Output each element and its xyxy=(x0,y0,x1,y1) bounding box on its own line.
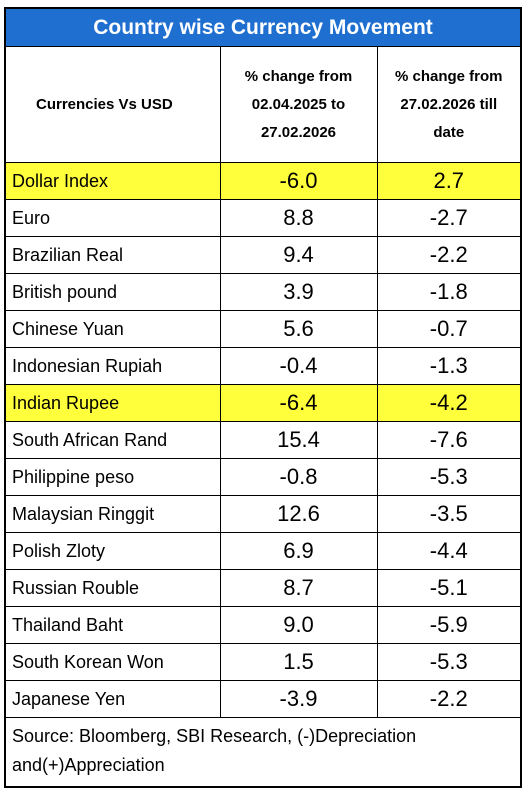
table-row: Euro 8.8 -2.7 xyxy=(6,199,520,237)
table-row: Japanese Yen -3.9 -2.2 xyxy=(6,680,520,718)
header-col2-line-2: 02.04.2025 to xyxy=(251,95,346,113)
change-period-1: -6.0 xyxy=(219,162,378,200)
change-period-1: 8.8 xyxy=(219,199,378,237)
currency-name: Thailand Baht xyxy=(6,606,221,644)
table-row: South African Rand 15.4 -7.6 xyxy=(6,421,520,459)
source-line-2: and(+)Appreciation xyxy=(12,755,165,775)
table-title: Country wise Currency Movement xyxy=(6,9,520,47)
change-period-1: 3.9 xyxy=(219,273,378,311)
currency-name: South African Rand xyxy=(6,421,221,459)
header-col3-line-3: date xyxy=(433,123,465,141)
source-line-1: Source: Bloomberg, SBI Research, (-)Depr… xyxy=(12,726,417,746)
currency-table: Currencies Vs USD % change from 02.04.20… xyxy=(6,47,520,718)
currency-name: Polish Zloty xyxy=(6,532,221,570)
change-period-2: -1.8 xyxy=(376,273,520,311)
currency-name: Japanese Yen xyxy=(6,680,221,718)
table-row: Thailand Baht 9.0 -5.9 xyxy=(6,606,520,644)
change-period-2: -5.3 xyxy=(376,458,520,496)
currency-name: Dollar Index xyxy=(6,162,221,200)
change-period-2: -2.2 xyxy=(376,236,520,274)
change-period-1: 12.6 xyxy=(219,495,378,533)
table-row: Brazilian Real 9.4 -2.2 xyxy=(6,236,520,274)
change-period-1: 5.6 xyxy=(219,310,378,348)
change-period-1: 8.7 xyxy=(219,569,378,607)
currency-table-container: Country wise Currency Movement Currencie… xyxy=(4,7,522,788)
table-row: Philippine peso -0.8 -5.3 xyxy=(6,458,520,496)
currency-name: Chinese Yuan xyxy=(6,310,221,348)
change-period-1: -0.4 xyxy=(219,347,378,385)
source-note: Source: Bloomberg, SBI Research, (-)Depr… xyxy=(6,718,520,786)
change-period-1: 1.5 xyxy=(219,643,378,681)
table-row: Chinese Yuan 5.6 -0.7 xyxy=(6,310,520,348)
change-period-2: -5.3 xyxy=(376,643,520,681)
change-period-2: 2.7 xyxy=(376,162,520,200)
currency-name: Russian Rouble xyxy=(6,569,221,607)
header-col3-line-1: % change from xyxy=(394,67,503,85)
currency-name: South Korean Won xyxy=(6,643,221,681)
table-row: Indonesian Rupiah -0.4 -1.3 xyxy=(6,347,520,385)
change-period-1: 15.4 xyxy=(219,421,378,459)
currency-name: British pound xyxy=(6,273,221,311)
change-period-2: -2.7 xyxy=(376,199,520,237)
currency-name: Euro xyxy=(6,199,221,237)
header-row: Currencies Vs USD % change from 02.04.20… xyxy=(6,47,520,163)
header-col3-line-2: 27.02.2026 till xyxy=(400,95,498,113)
change-period-1: -3.9 xyxy=(219,680,378,718)
change-period-2: -4.2 xyxy=(376,384,520,422)
table-row: Indian Rupee -6.4 -4.2 xyxy=(6,384,520,422)
header-change-period-1: % change from 02.04.2025 to 27.02.2026 xyxy=(219,47,378,163)
header-col2-line-3: 27.02.2026 xyxy=(260,123,337,141)
table-row: Polish Zloty 6.9 -4.4 xyxy=(6,532,520,570)
header-currencies: Currencies Vs USD xyxy=(6,47,221,163)
change-period-1: 6.9 xyxy=(219,532,378,570)
change-period-2: -2.2 xyxy=(376,680,520,718)
currency-name: Malaysian Ringgit xyxy=(6,495,221,533)
change-period-1: 9.4 xyxy=(219,236,378,274)
change-period-1: 9.0 xyxy=(219,606,378,644)
change-period-2: -5.1 xyxy=(376,569,520,607)
change-period-2: -7.6 xyxy=(376,421,520,459)
change-period-1: -0.8 xyxy=(219,458,378,496)
table-row: South Korean Won 1.5 -5.3 xyxy=(6,643,520,681)
change-period-2: -4.4 xyxy=(376,532,520,570)
table-row: Malaysian Ringgit 12.6 -3.5 xyxy=(6,495,520,533)
change-period-2: -1.3 xyxy=(376,347,520,385)
table-row: Russian Rouble 8.7 -5.1 xyxy=(6,569,520,607)
currency-name: Brazilian Real xyxy=(6,236,221,274)
currency-name: Philippine peso xyxy=(6,458,221,496)
change-period-2: -0.7 xyxy=(376,310,520,348)
change-period-2: -3.5 xyxy=(376,495,520,533)
table-row: Dollar Index -6.0 2.7 xyxy=(6,162,520,200)
currency-name: Indian Rupee xyxy=(6,384,221,422)
header-col2-line-1: % change from xyxy=(244,67,353,85)
currency-name: Indonesian Rupiah xyxy=(6,347,221,385)
change-period-1: -6.4 xyxy=(219,384,378,422)
header-change-period-2: % change from 27.02.2026 till date xyxy=(376,47,520,163)
table-row: British pound 3.9 -1.8 xyxy=(6,273,520,311)
change-period-2: -5.9 xyxy=(376,606,520,644)
